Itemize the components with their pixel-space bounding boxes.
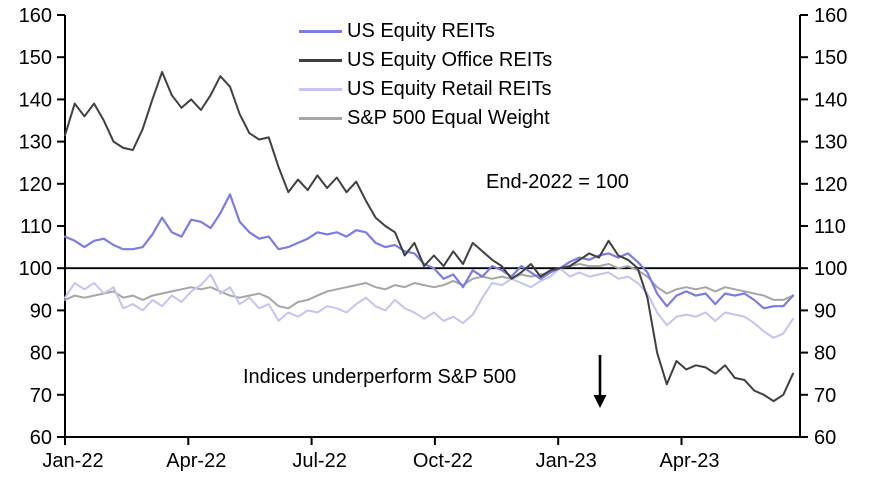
y-axis-label-left: 150 [19, 47, 52, 69]
y-axis-label-right: 90 [814, 300, 836, 322]
y-axis-label-left: 90 [30, 300, 52, 322]
series-line-sp-500-equal-weight [64, 263, 794, 310]
chart-legend: US Equity REITs US Equity Office REITs US … [299, 17, 552, 133]
underperform-annotation: Indices underperform S&P 500 [243, 366, 517, 388]
y-axis-label-left: 70 [30, 385, 52, 407]
y-axis-label-left: 160 [19, 5, 52, 27]
x-axis-label: Oct-22 [413, 450, 473, 472]
y-axis-label-right: 100 [814, 258, 847, 280]
y-axis-label-right: 160 [814, 5, 847, 27]
legend-label-us-equity-reits: US Equity REITs [347, 20, 495, 42]
legend-line-swatch-us-equity-office-reits [299, 59, 342, 62]
x-axis-label: Jul-22 [292, 450, 346, 472]
legend-label-us-equity-retail-reits: US Equity Retail REITs [347, 78, 552, 100]
down-arrow-head-icon [593, 395, 607, 408]
legend-line-swatch-us-equity-retail-reits [299, 88, 342, 91]
x-axis-label: Apr-23 [659, 450, 719, 472]
legend-label-sp-500-equal-weight: S&P 500 Equal Weight [347, 107, 550, 129]
y-axis-label-left: 60 [30, 427, 52, 449]
x-axis-label: Jan-22 [42, 450, 103, 472]
y-axis-label-left: 130 [19, 132, 52, 154]
index-base-annotation: End-2022 = 100 [486, 171, 629, 193]
y-axis-label-right: 150 [814, 47, 847, 69]
y-axis-label-right: 140 [814, 89, 847, 111]
y-axis-label-left: 110 [20, 216, 52, 238]
series-line-us-equity-reits [63, 193, 795, 310]
y-axis-label-left: 120 [19, 174, 52, 196]
x-axis-label: Apr-22 [166, 450, 226, 472]
y-axis-label-right: 110 [814, 216, 846, 238]
series-line-us-equity-retail-reits [64, 267, 794, 339]
legend-line-swatch-sp-500-equal-weight [299, 117, 342, 120]
y-axis-label-left: 140 [19, 89, 52, 111]
y-axis-label-right: 130 [814, 132, 847, 154]
legend-item-us-equity-reits: US Equity REITs [299, 17, 552, 46]
legend-item-us-equity-retail-reits: US Equity Retail REITs [299, 75, 552, 104]
y-axis-label-right: 70 [814, 385, 836, 407]
legend-item-us-equity-office-reits: US Equity Office REITs [299, 46, 552, 75]
y-axis-label-left: 100 [19, 258, 52, 280]
y-axis-label-right: 120 [814, 174, 847, 196]
legend-label-us-equity-office-reits: US Equity Office REITs [347, 49, 553, 71]
legend-item-sp-500-equal-weight: S&P 500 Equal Weight [299, 104, 552, 133]
legend-line-swatch-us-equity-reits [299, 30, 342, 33]
x-axis-label: Jan-23 [536, 450, 597, 472]
y-axis-label-left: 80 [30, 343, 52, 365]
y-axis-label-right: 60 [814, 427, 836, 449]
series-line-us-equity-office-reits [64, 71, 794, 403]
y-axis-label-right: 80 [814, 343, 836, 365]
